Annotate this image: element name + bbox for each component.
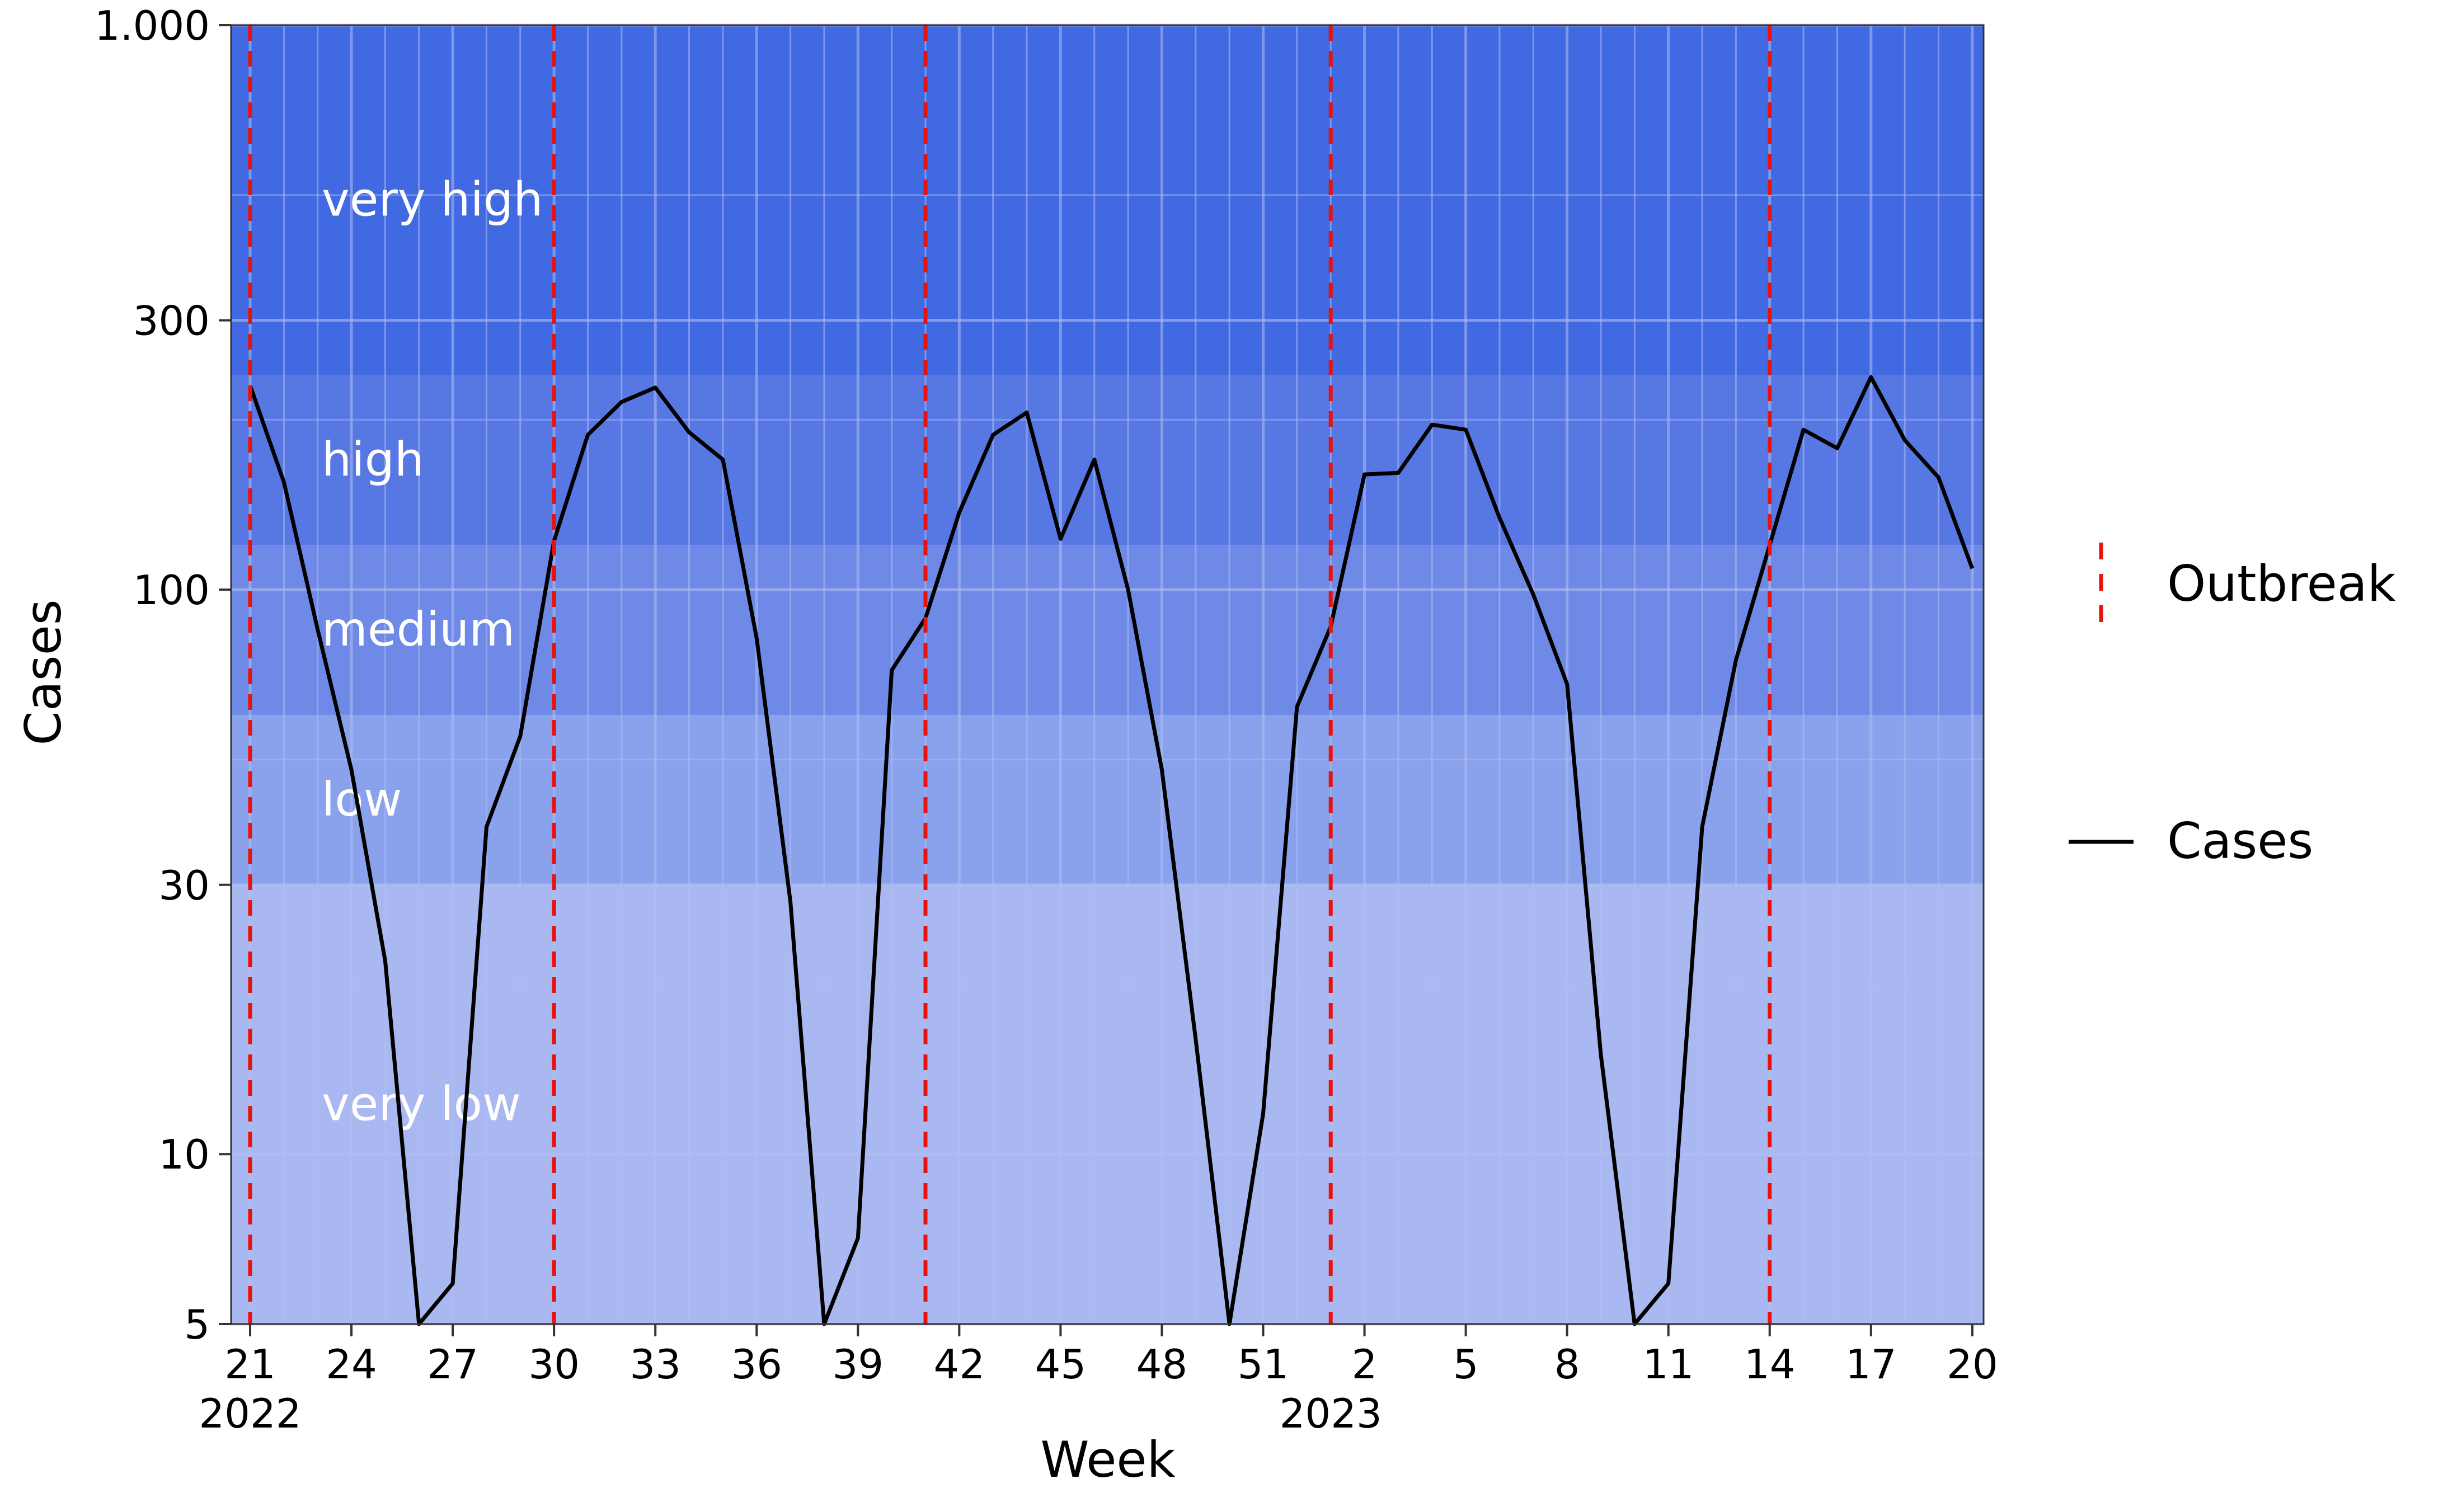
x-tick-label: 2 xyxy=(1352,1341,1378,1388)
band-label-very-high: very high xyxy=(322,172,543,227)
x-tick-label: 8 xyxy=(1554,1341,1580,1388)
x-tick-label: 30 xyxy=(528,1341,580,1388)
year-label: 2023 xyxy=(1280,1390,1382,1437)
y-tick-label: 100 xyxy=(133,567,210,614)
outbreak-lines xyxy=(248,25,1772,1324)
x-tick-label: 51 xyxy=(1238,1341,1289,1388)
x-tick-label: 20 xyxy=(1947,1341,1998,1388)
band-label-low: low xyxy=(322,772,402,827)
band-labels: very low low medium high very high xyxy=(322,172,543,1132)
y-axis-title: Cases xyxy=(15,599,72,745)
band-label-medium: medium xyxy=(322,602,515,657)
x-tick-label: 5 xyxy=(1453,1341,1479,1388)
year-label: 2022 xyxy=(199,1390,301,1437)
band-label-high: high xyxy=(322,432,424,487)
series-layer xyxy=(248,375,1975,1326)
x-tick-label: 39 xyxy=(832,1341,884,1388)
y-tick-label: 1.000 xyxy=(95,2,210,49)
y-tick-label: 10 xyxy=(158,1131,210,1178)
plot-frame xyxy=(230,24,1985,1325)
legend-label-outbreak: Outbreak xyxy=(2167,555,2396,613)
y-tick-label: 300 xyxy=(133,298,210,345)
band-very-high xyxy=(231,25,1984,375)
x-tick-label: 48 xyxy=(1136,1341,1188,1388)
x-tick-label: 17 xyxy=(1845,1341,1897,1388)
band-low xyxy=(231,714,1984,885)
x-tick-label: 21 xyxy=(224,1341,276,1388)
band-high xyxy=(231,375,1984,545)
x-tick-label: 24 xyxy=(326,1341,377,1388)
x-tick-label: 45 xyxy=(1035,1341,1087,1388)
legend-label-cases: Cases xyxy=(2167,812,2313,870)
x-tick-label: 27 xyxy=(427,1341,478,1388)
band-label-very-low: very low xyxy=(322,1076,521,1131)
x-axis: 21 24 27 30 33 36 39 42 45 48 51 2 5 8 11 14 17 20 2022 202… xyxy=(199,1324,1998,1437)
x-tick-label: 11 xyxy=(1643,1341,1694,1388)
y-axis: 5 10 30 100 300 1.000 xyxy=(95,2,231,1348)
y-tick-label: 30 xyxy=(158,862,210,909)
x-axis-title: Week xyxy=(1040,1431,1175,1489)
x-tick-label: 14 xyxy=(1744,1341,1796,1388)
y-tick-label: 5 xyxy=(184,1301,210,1348)
legend: Outbreak Cases xyxy=(2069,543,2396,870)
x-tick-label: 33 xyxy=(629,1341,681,1388)
x-tick-label: 42 xyxy=(934,1341,985,1388)
band-medium xyxy=(231,545,1984,715)
x-tick-label: 36 xyxy=(731,1341,782,1388)
series-line-cases xyxy=(248,375,1975,1326)
